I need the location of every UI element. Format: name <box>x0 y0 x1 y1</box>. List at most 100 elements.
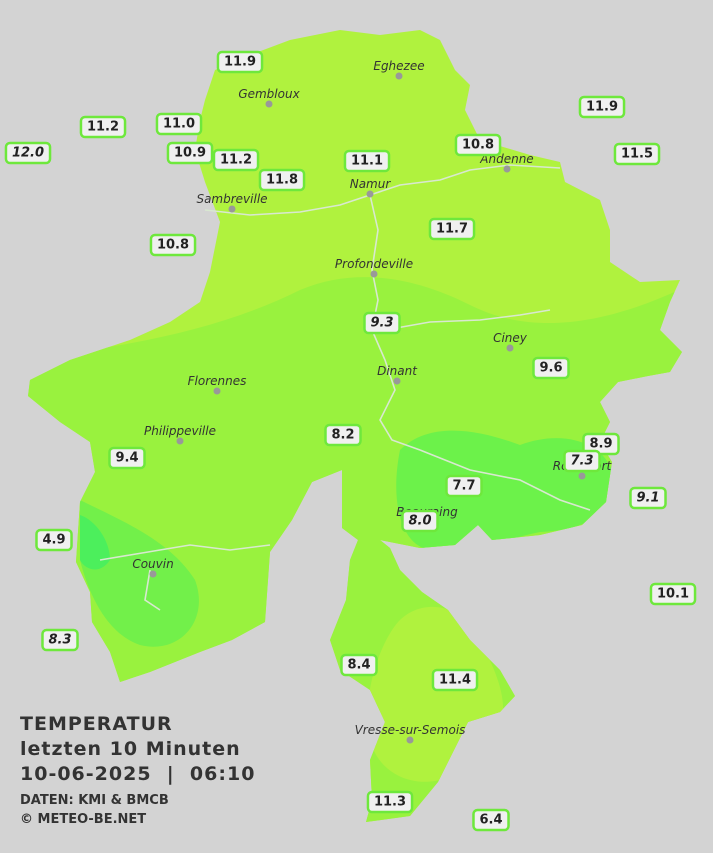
station: 9.6 <box>532 356 570 380</box>
station: 10.8 <box>149 233 197 257</box>
station: 12.0 <box>4 141 52 165</box>
station-box <box>258 168 306 192</box>
legend-source: DATEN: KMI & BMCB <box>20 793 169 808</box>
station-value: 11.4 <box>439 673 471 688</box>
station: 11.1 <box>343 149 391 173</box>
station: 7.7 <box>445 474 483 498</box>
station-value: 9.6 <box>539 361 562 376</box>
station-value: 8.3 <box>48 633 71 648</box>
station-value: 11.5 <box>621 147 653 162</box>
station: 8.4 <box>340 653 378 677</box>
station-value: 10.8 <box>462 138 494 153</box>
city-name: Sambreville <box>196 192 267 206</box>
station-box <box>613 142 661 166</box>
station-box <box>216 50 264 74</box>
station-value: 9.4 <box>115 451 138 466</box>
station-box <box>35 528 73 552</box>
station-value: 11.9 <box>224 55 256 70</box>
station: 9.3 <box>363 311 401 335</box>
station: 10.1 <box>649 582 697 606</box>
stations: 11.9 11.2 12.0 11.0 10.9 11.2 11.8 11.1 10.8 11.9… <box>4 50 697 832</box>
city-name: Profondeville <box>335 257 413 271</box>
station-box <box>79 115 127 139</box>
station-box <box>149 233 197 257</box>
station: 9.1 <box>629 486 667 510</box>
station: 11.9 <box>578 95 626 119</box>
station-box <box>155 112 203 136</box>
station: 11.2 <box>79 115 127 139</box>
station-value: 10.9 <box>174 146 206 161</box>
station-box <box>41 628 79 652</box>
city-name: Florennes <box>188 374 247 388</box>
station: 11.3 <box>366 790 414 814</box>
zone-cool <box>396 430 614 551</box>
station-box <box>401 509 439 533</box>
station: 11.5 <box>613 142 661 166</box>
station-box <box>649 582 697 606</box>
station: 8.2 <box>324 423 362 447</box>
city-name: Namur <box>350 177 392 191</box>
station-value: 10.8 <box>157 238 189 253</box>
station: 10.8 <box>454 133 502 157</box>
city-dot <box>578 472 586 480</box>
city-dot <box>393 377 401 385</box>
station-value: 4.9 <box>42 533 65 548</box>
station-value: 11.2 <box>87 120 119 135</box>
city-name: Gembloux <box>238 87 300 101</box>
station-box <box>454 133 502 157</box>
rivers <box>99 164 591 611</box>
city-dot <box>395 72 403 80</box>
station-box <box>532 356 570 380</box>
station-box <box>582 432 620 456</box>
station: 11.0 <box>155 112 203 136</box>
station: 6.4 <box>472 808 510 832</box>
station-box <box>343 149 391 173</box>
city-name: Ciney <box>493 331 528 345</box>
city-dot <box>228 205 236 213</box>
station-value: 9.3 <box>370 316 393 331</box>
city-dot <box>370 270 378 278</box>
city-name: Eghezee <box>373 59 424 73</box>
city-name: Dinant <box>377 364 418 378</box>
station-value: 8.4 <box>347 658 370 673</box>
station-value: 12.0 <box>12 146 44 161</box>
station-box <box>428 217 476 241</box>
city-dot <box>506 344 514 352</box>
station-box <box>563 449 601 473</box>
station-value: 7.3 <box>570 454 593 469</box>
zone-cold <box>80 515 110 570</box>
station-value: 7.7 <box>452 479 475 494</box>
station-value: 11.8 <box>266 173 298 188</box>
station-value: 9.1 <box>636 491 659 506</box>
legend-title: TEMPERATUR <box>20 713 173 735</box>
station-value: 6.4 <box>479 813 502 828</box>
station-box <box>108 446 146 470</box>
city-dot <box>176 437 184 445</box>
station-box <box>366 790 414 814</box>
city-dot <box>503 165 511 173</box>
station-box <box>340 653 378 677</box>
city-dot <box>366 190 374 198</box>
station: 4.9 <box>35 528 73 552</box>
city-dot <box>149 570 157 578</box>
station-box <box>431 668 479 692</box>
legend: TEMPERATUR letzten 10 Minuten 10-06-2025… <box>20 713 254 827</box>
station-box <box>363 311 401 335</box>
station-value: 11.9 <box>586 100 618 115</box>
station-value: 8.9 <box>589 437 612 452</box>
station-box <box>212 148 260 172</box>
station-box <box>324 423 362 447</box>
station-box <box>4 141 52 165</box>
city-name: Vresse-sur-Semois <box>355 723 466 737</box>
city-name: Philippeville <box>144 424 216 438</box>
station-box <box>629 486 667 510</box>
station: 10.9 <box>166 141 214 165</box>
station: 11.8 <box>258 168 306 192</box>
station-value: 8.0 <box>408 514 431 529</box>
station-value: 10.1 <box>657 587 689 602</box>
city-name: Couvin <box>132 557 173 571</box>
station-value: 8.2 <box>331 428 354 443</box>
station-value: 11.2 <box>220 153 252 168</box>
station: 8.3 <box>41 628 79 652</box>
